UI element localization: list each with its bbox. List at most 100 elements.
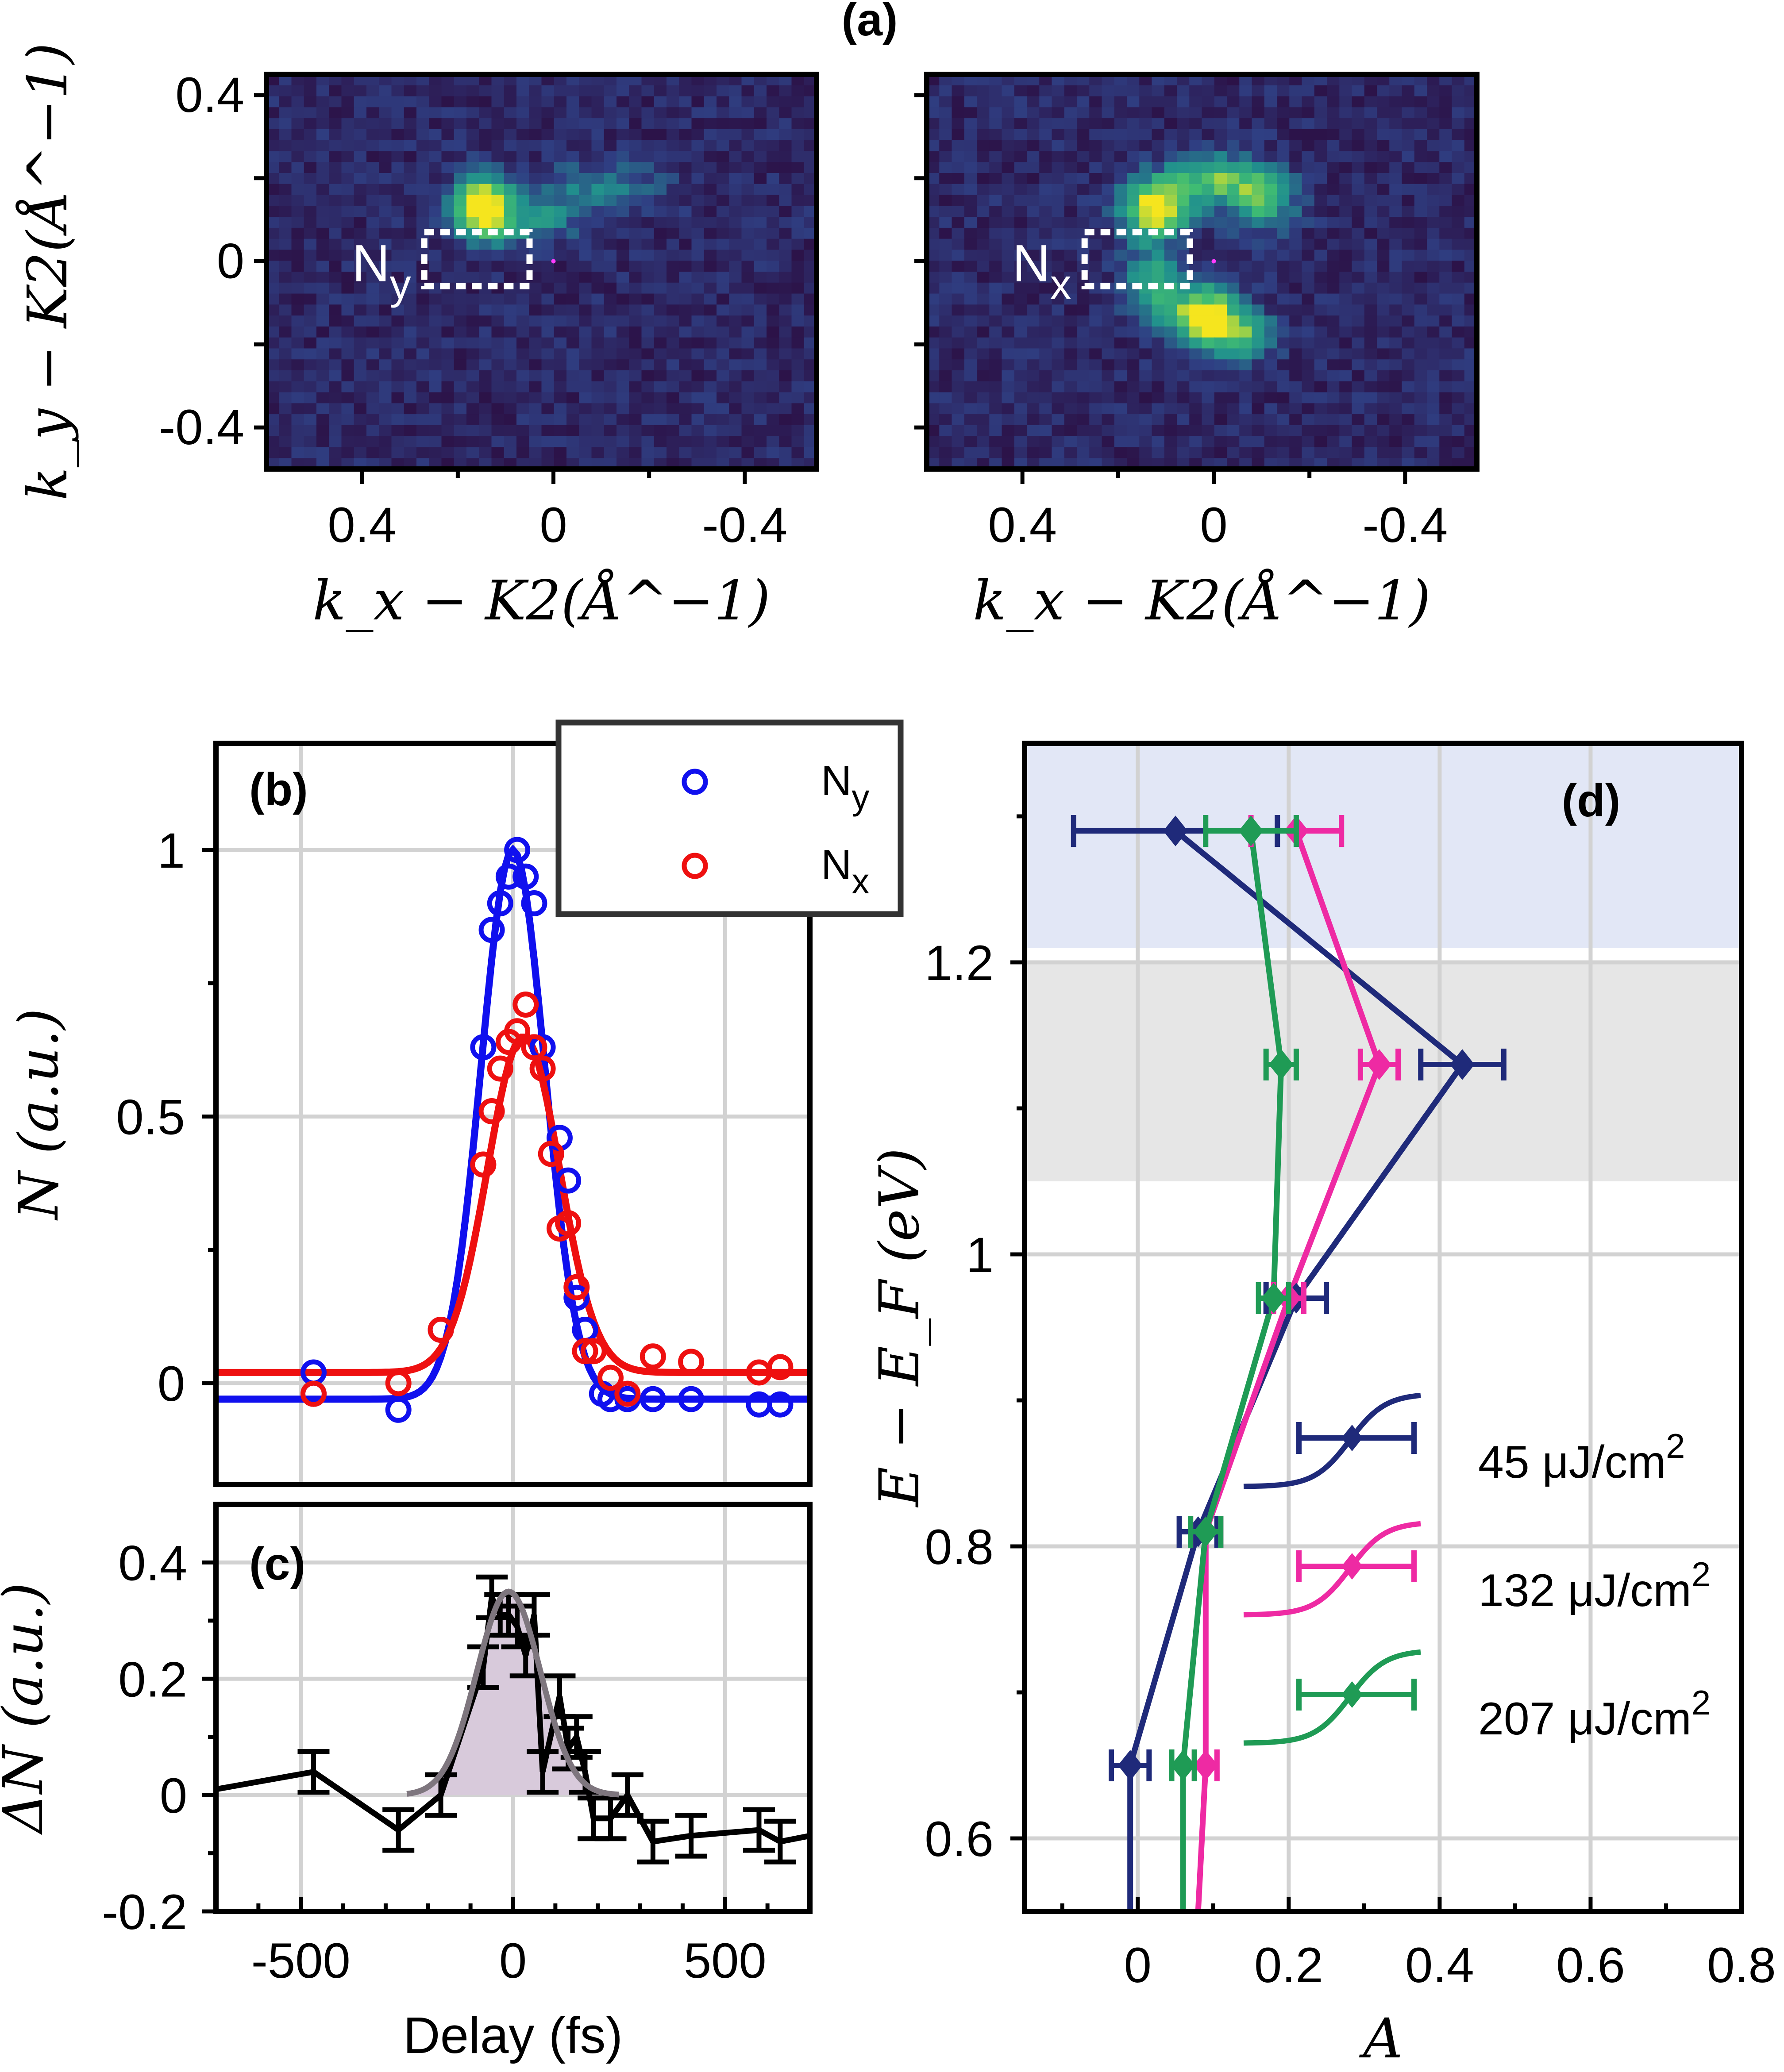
heatmap-cell	[379, 293, 392, 305]
heatmap-cell	[679, 337, 692, 349]
heatmap-cell	[779, 184, 792, 196]
heatmap-cell	[964, 337, 977, 349]
heatmap-cell	[964, 206, 977, 218]
heatmap-cell	[1239, 392, 1252, 404]
heatmap-cell	[554, 107, 567, 119]
heatmap-cell	[754, 107, 767, 119]
heatmap-cell	[1252, 381, 1265, 393]
heatmap-cell	[939, 282, 952, 294]
heatmap-cell	[939, 162, 952, 173]
heatmap-cell	[579, 217, 592, 228]
heatmap-cell	[617, 85, 630, 97]
heatmap-cell	[741, 129, 755, 141]
heatmap-cell	[1177, 425, 1190, 437]
heatmap-cell	[704, 250, 717, 261]
heatmap-cell	[1089, 129, 1102, 141]
heatmap-cell	[1414, 436, 1427, 448]
heatmap-cell	[1214, 359, 1227, 371]
heatmap-cell	[654, 359, 667, 371]
heatmap-cell	[691, 447, 705, 459]
heatmap-cell	[591, 282, 605, 294]
heatmap-cell	[1427, 206, 1440, 218]
heatmap-cell	[579, 392, 592, 404]
heatmap-cell	[1439, 282, 1453, 294]
heatmap-cell	[341, 315, 354, 327]
heatmap-cell	[1239, 227, 1252, 239]
heatmap-cell	[329, 315, 342, 327]
heatmap-cell	[1414, 227, 1427, 239]
heatmap-cell	[1064, 348, 1077, 360]
heatmap-cell	[1264, 392, 1277, 404]
heatmap-cell	[1364, 293, 1377, 305]
heatmap-cell	[1439, 337, 1453, 349]
heatmap-cell	[654, 129, 667, 141]
heatmap-cell	[679, 195, 692, 207]
heatmap-cell	[1177, 315, 1190, 327]
heatmap-cell	[516, 293, 530, 305]
heatmap-cell	[729, 250, 742, 261]
heatmap-cell	[754, 238, 767, 250]
heatmap-cell	[1052, 359, 1065, 371]
heatmap-cell	[354, 162, 367, 173]
heatmap-cell	[641, 140, 655, 152]
heatmap-cell	[541, 217, 555, 228]
heatmap-cell	[566, 184, 580, 196]
heatmap-cell	[354, 107, 367, 119]
heatmap-cell	[1239, 238, 1252, 250]
heatmap-cell	[279, 206, 292, 218]
heatmap-cell	[541, 129, 555, 141]
heatmap-cell	[604, 359, 617, 371]
heatmap-cell	[1202, 436, 1215, 448]
heatmap-cell	[989, 403, 1002, 415]
heatmap-cell	[541, 326, 555, 338]
heatmap-cell	[1202, 337, 1215, 349]
heatmap-cell	[1089, 118, 1102, 130]
heatmap-cell	[1314, 425, 1327, 437]
heatmap-cell	[1389, 250, 1403, 261]
heatmap-cell	[779, 162, 792, 173]
heatmap-cell	[541, 227, 555, 239]
heatmap-cell	[691, 381, 705, 393]
legend-fluence-sup: 2	[1692, 1683, 1711, 1722]
heatmap-cell	[741, 85, 755, 97]
heatmap-cell	[989, 447, 1002, 459]
heatmap-cell	[1414, 184, 1427, 196]
heatmap-cell	[1139, 359, 1152, 371]
heatmap-cell	[579, 359, 592, 371]
heatmap-cell	[952, 238, 965, 250]
heatmap-cell	[704, 195, 717, 207]
heatmap-cell	[1102, 107, 1115, 119]
heatmap-cell	[341, 348, 354, 360]
heatmap-cell	[1177, 96, 1190, 108]
heatmap-cell	[779, 261, 792, 272]
heatmap-cell	[1089, 315, 1102, 327]
heatmap-cell	[529, 359, 542, 371]
heatmap-cell	[717, 227, 730, 239]
heatmap-cell	[1252, 195, 1265, 207]
heatmap-cell	[1302, 392, 1315, 404]
heatmap-cell	[566, 96, 580, 108]
heatmap-cell	[1414, 282, 1427, 294]
heatmap-cell	[741, 217, 755, 228]
heatmap-cell	[767, 293, 780, 305]
heatmap-cell	[279, 425, 292, 437]
heatmap-cell	[667, 337, 680, 349]
heatmap-cell	[566, 162, 580, 173]
heatmap-cell	[1264, 96, 1277, 108]
heatmap-cell	[1414, 151, 1427, 163]
heatmap-cell	[316, 107, 330, 119]
heatmap-cell	[629, 326, 642, 338]
heatmap-cell	[579, 436, 592, 448]
heatmap-cell	[304, 381, 317, 393]
heatmap-cell	[717, 414, 730, 426]
heatmap-cell	[566, 140, 580, 152]
heatmap-cell	[404, 217, 417, 228]
heatmap-cell	[964, 272, 977, 283]
heatmap-cell	[1164, 173, 1177, 185]
heatmap-cell	[964, 261, 977, 272]
heatmap-cell	[516, 195, 530, 207]
heatmap-cell	[1339, 392, 1352, 404]
data-point-diamond	[1450, 1049, 1475, 1080]
heatmap-cell	[717, 425, 730, 437]
heatmap-cell	[541, 272, 555, 283]
